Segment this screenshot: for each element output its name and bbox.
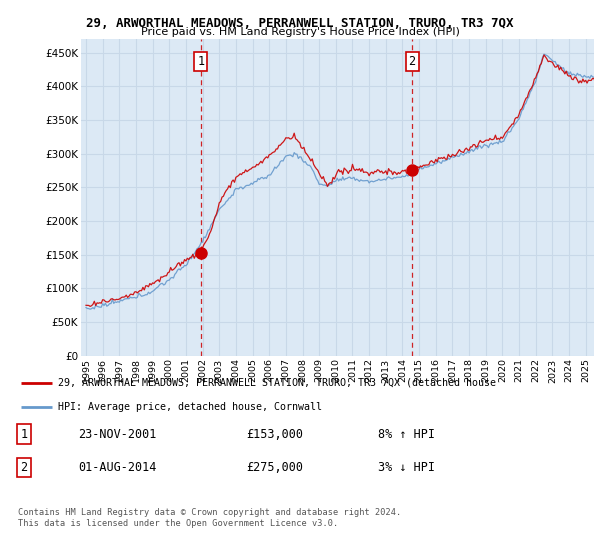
Text: HPI: Average price, detached house, Cornwall: HPI: Average price, detached house, Corn…	[58, 402, 322, 412]
Text: 1: 1	[20, 427, 28, 441]
Text: 1: 1	[197, 55, 205, 68]
Text: 2: 2	[20, 461, 28, 474]
Text: 23-NOV-2001: 23-NOV-2001	[78, 427, 157, 441]
Text: 8% ↑ HPI: 8% ↑ HPI	[378, 427, 435, 441]
Text: 2: 2	[409, 55, 416, 68]
Text: £153,000: £153,000	[246, 427, 303, 441]
Text: 29, ARWORTHAL MEADOWS, PERRANWELL STATION, TRURO, TR3 7QX: 29, ARWORTHAL MEADOWS, PERRANWELL STATIO…	[86, 17, 514, 30]
Text: 01-AUG-2014: 01-AUG-2014	[78, 461, 157, 474]
Text: 3% ↓ HPI: 3% ↓ HPI	[378, 461, 435, 474]
Text: 29, ARWORTHAL MEADOWS, PERRANWELL STATION, TRURO, TR3 7QX (detached house: 29, ARWORTHAL MEADOWS, PERRANWELL STATIO…	[58, 378, 496, 388]
Text: Price paid vs. HM Land Registry's House Price Index (HPI): Price paid vs. HM Land Registry's House …	[140, 27, 460, 38]
Text: Contains HM Land Registry data © Crown copyright and database right 2024.
This d: Contains HM Land Registry data © Crown c…	[18, 508, 401, 528]
Text: £275,000: £275,000	[246, 461, 303, 474]
